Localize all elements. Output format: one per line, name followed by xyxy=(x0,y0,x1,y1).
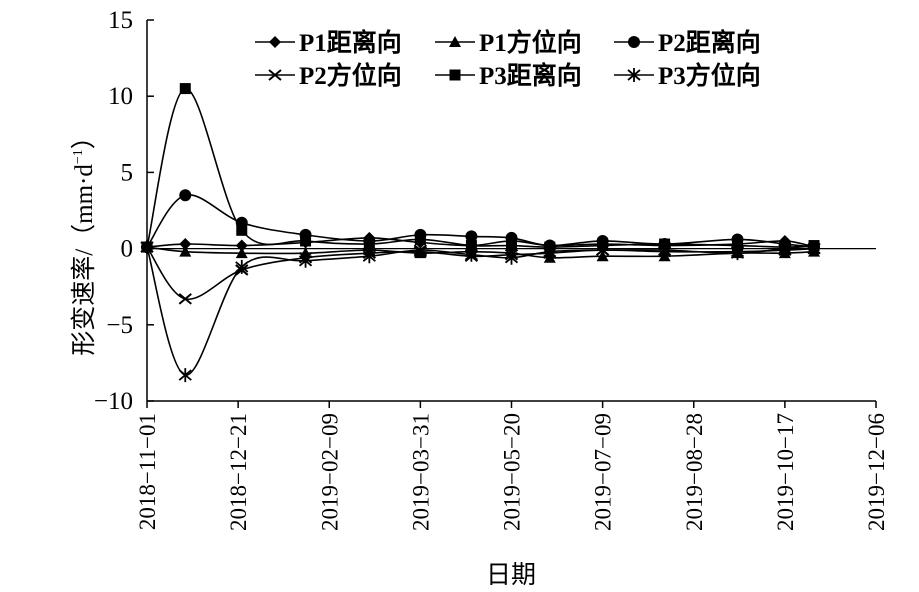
data-point xyxy=(465,230,478,243)
series-5 xyxy=(141,83,820,253)
data-point xyxy=(178,368,192,383)
legend-item: P1方位向 xyxy=(435,28,582,57)
legend-item: P1距离向 xyxy=(255,28,402,57)
data-point xyxy=(235,259,249,274)
data-point xyxy=(298,253,313,268)
x-tick-label: 2019−10−17 xyxy=(773,413,798,531)
x-tick-label: 2019−08−28 xyxy=(682,413,707,531)
legend-item: P2方位向 xyxy=(255,61,402,90)
legend-marker xyxy=(269,36,281,48)
legend-marker xyxy=(628,36,640,48)
data-point xyxy=(464,247,478,262)
data-point xyxy=(807,241,821,256)
data-point xyxy=(506,240,517,252)
y-tick-label: −5 xyxy=(106,312,133,339)
data-point xyxy=(731,240,743,252)
legend-label: P2距离向 xyxy=(658,28,761,57)
y-axis-label-unit: （mm·d xyxy=(70,164,98,249)
x-tick-label: 2019−05−20 xyxy=(500,413,525,531)
legend-label: P2方位向 xyxy=(299,61,402,90)
data-point xyxy=(465,240,477,252)
data-point xyxy=(413,243,427,258)
x-tick-label: 2019−07−09 xyxy=(591,413,616,531)
legend-label: P1方位向 xyxy=(479,28,582,57)
data-point xyxy=(658,243,672,258)
data-point xyxy=(414,233,426,245)
data-point xyxy=(363,238,375,250)
y-axis-label-main: 形变速率/ xyxy=(70,249,98,356)
legend-marker xyxy=(268,69,282,81)
legend-item: P3方位向 xyxy=(614,61,761,90)
data-point xyxy=(140,240,154,255)
y-axis-label: 形变速率/（mm·d−1） xyxy=(70,124,98,356)
data-point xyxy=(178,293,192,305)
legend-item: P2距离向 xyxy=(614,28,761,57)
x-tick-label: 2018−11−01 xyxy=(135,413,160,530)
x-tick-label: 2019−12−06 xyxy=(864,413,889,531)
data-point xyxy=(179,238,192,251)
y-axis-label-unit-sup: −1 xyxy=(71,149,86,164)
legend-label: P1距离向 xyxy=(299,28,402,57)
data-point xyxy=(236,224,248,236)
legend-item: P3距离向 xyxy=(435,61,582,90)
legend-marker xyxy=(449,36,461,47)
data-point xyxy=(543,244,557,259)
x-tick-label: 2018−12−21 xyxy=(226,413,251,531)
y-tick-label: −10 xyxy=(94,388,133,415)
legend: P1距离向 P1方位向 P2距离向 P2方位向 P3距离向 P3方位向 xyxy=(255,28,761,90)
x-tick-label: 2019−02−09 xyxy=(317,413,342,531)
legend-marker xyxy=(627,68,641,82)
y-tick-label: 15 xyxy=(108,7,133,34)
data-point xyxy=(596,243,610,258)
data-point xyxy=(300,235,312,247)
data-point xyxy=(778,241,792,256)
data-point xyxy=(179,245,192,257)
x-tick-label: 2019−03−31 xyxy=(408,413,433,531)
y-tick-label: 10 xyxy=(108,83,133,110)
y-tick-label: 0 xyxy=(121,236,134,263)
legend-marker xyxy=(449,69,461,81)
series-line xyxy=(146,237,815,248)
data-point xyxy=(235,239,248,252)
y-axis-label-unit-suffix: ） xyxy=(70,124,98,149)
legend-label: P3距离向 xyxy=(479,61,582,90)
data-point xyxy=(235,247,248,259)
data-point xyxy=(730,246,745,261)
series-layer xyxy=(140,83,821,383)
data-point xyxy=(179,83,191,95)
legend-label: P3方位向 xyxy=(658,61,761,90)
series-6 xyxy=(140,240,821,383)
data-point xyxy=(362,249,376,264)
data-point xyxy=(179,189,192,202)
y-tick-label: 5 xyxy=(121,159,134,186)
data-point xyxy=(504,250,519,265)
x-axis-label: 日期 xyxy=(486,562,536,589)
